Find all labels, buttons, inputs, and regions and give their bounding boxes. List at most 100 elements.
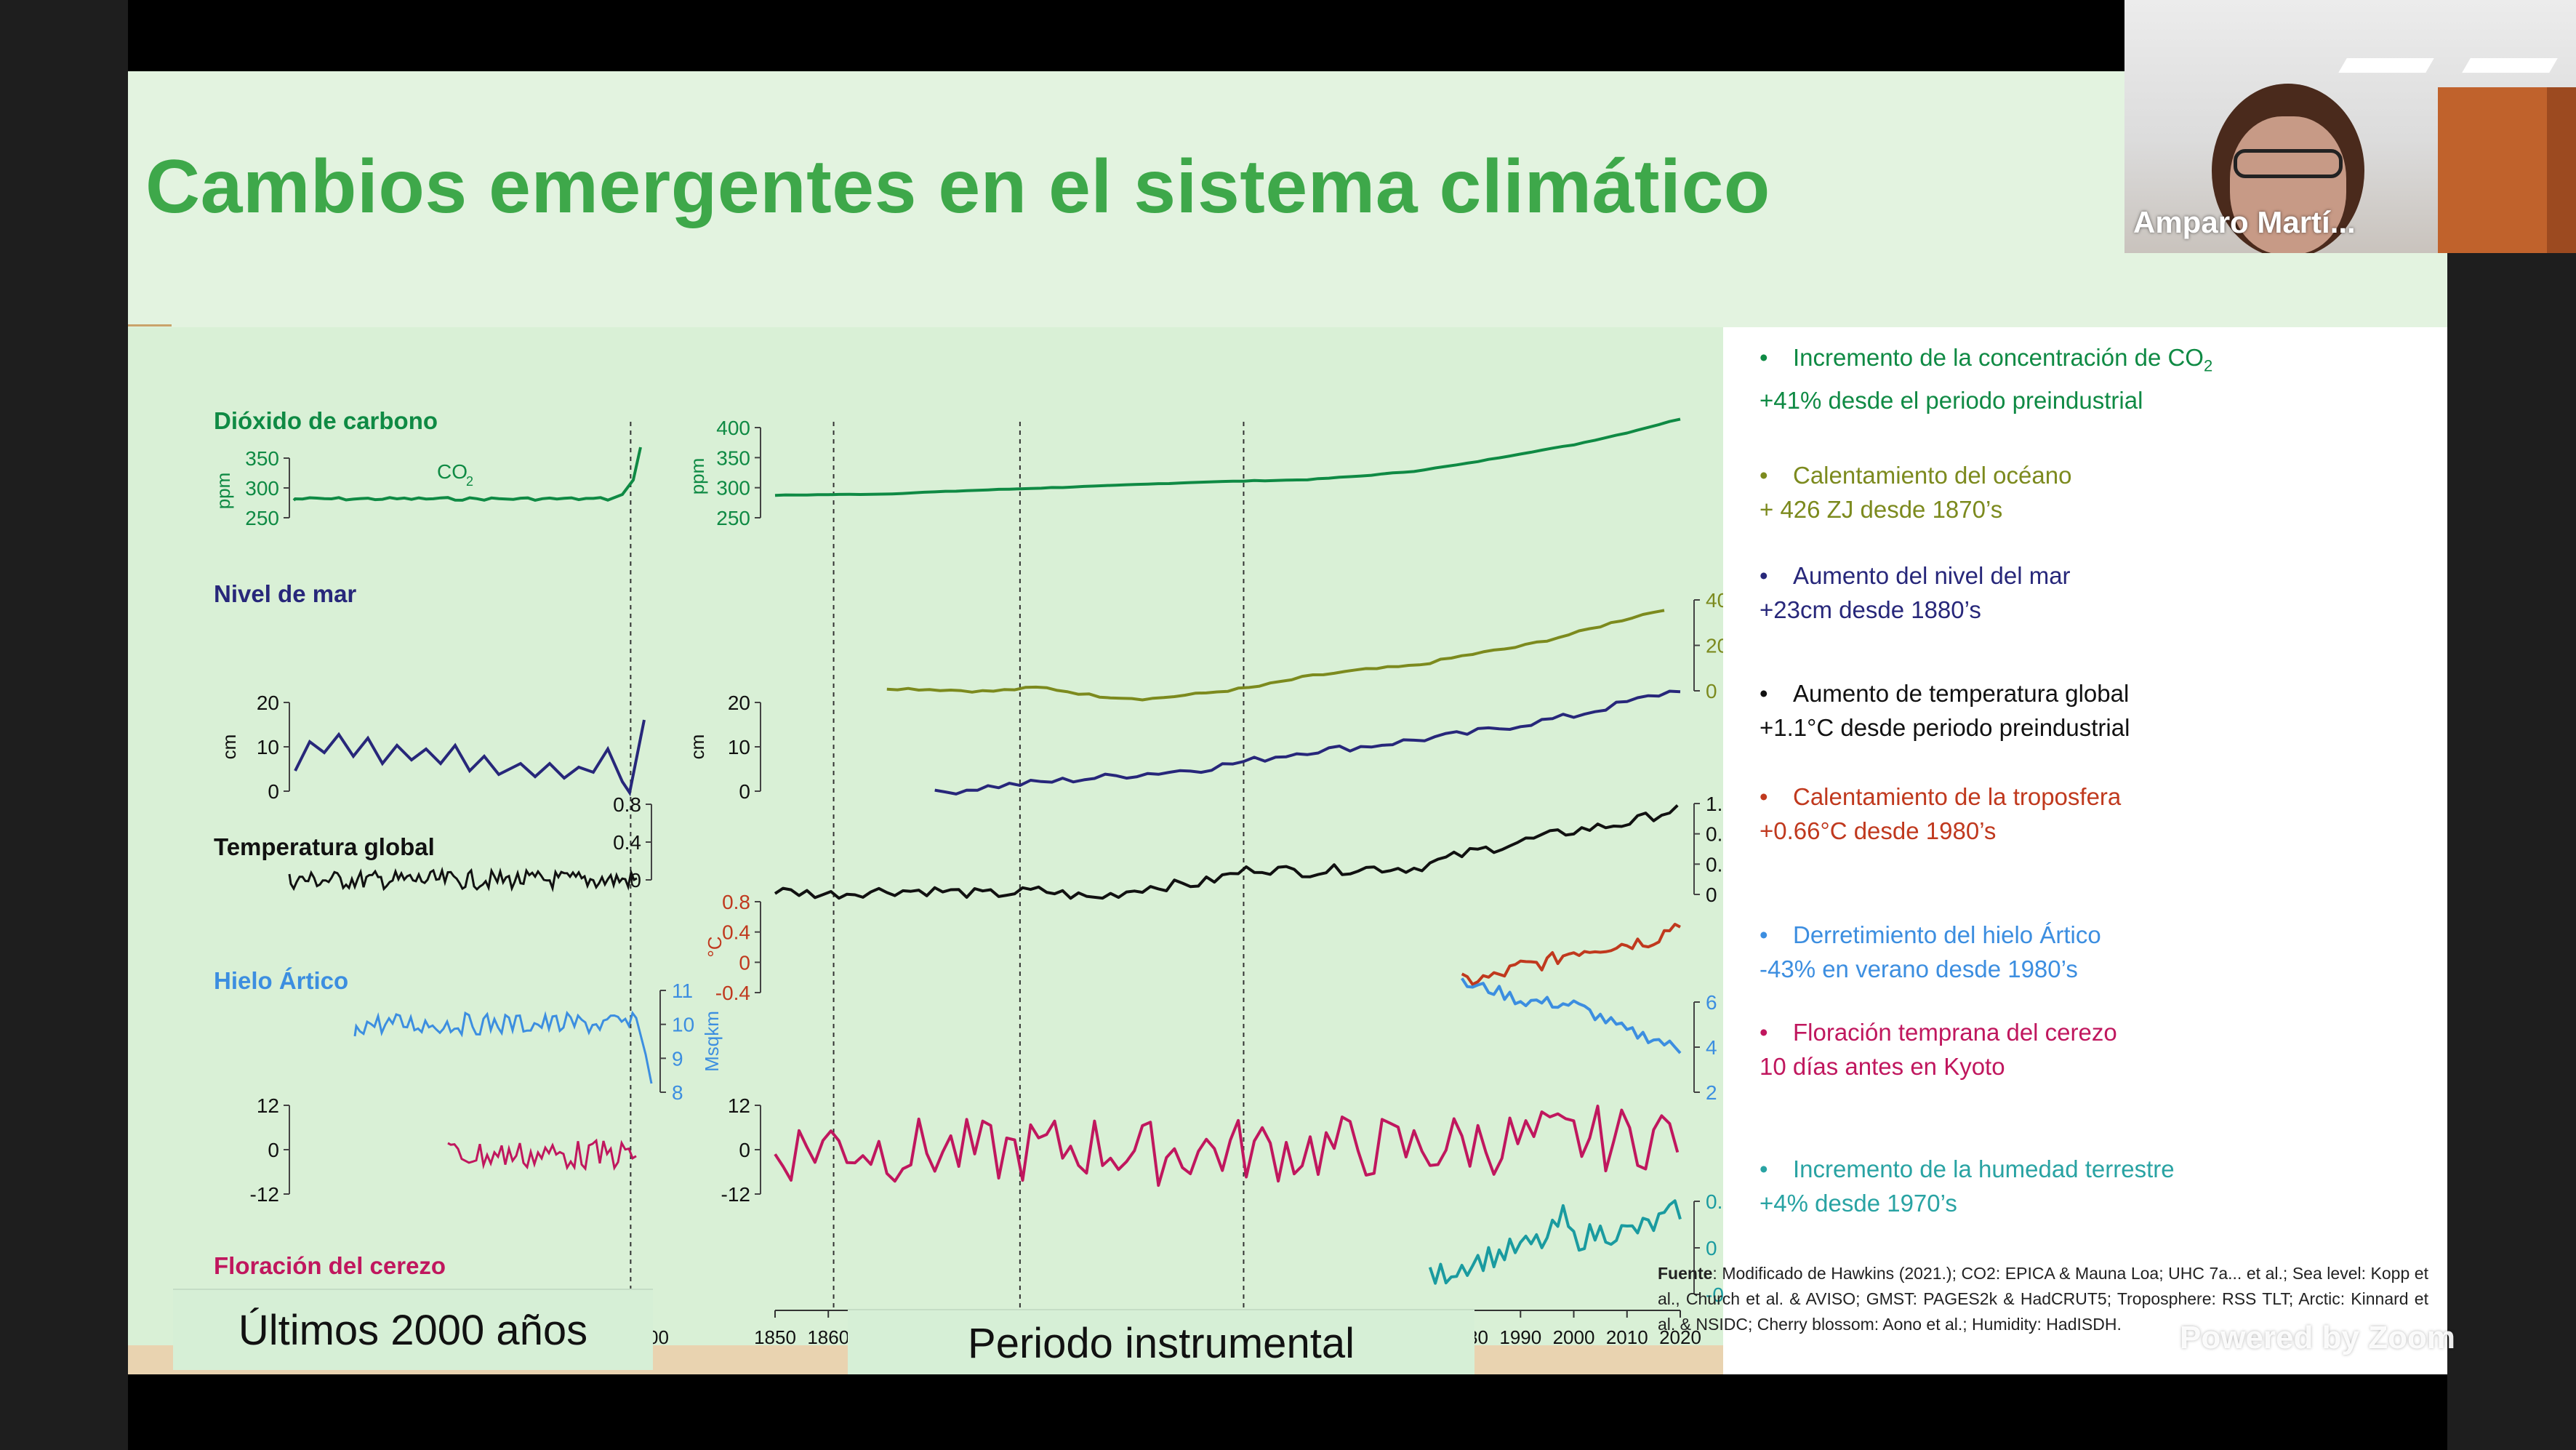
bullet-title: Incremento de la humedad terrestre [1793, 1155, 2175, 1182]
ice-left-unit: Msqkm [701, 1011, 723, 1072]
bullet-line-1: • Aumento del nivel del mar [1760, 558, 2071, 593]
cherry-left-tick-label: 12 [257, 1094, 279, 1117]
slide-title: Cambios emergentes en el sistema climáti… [145, 145, 1770, 229]
co2-panel-label: Dióxido de carbono [214, 407, 438, 434]
bullet-title: Floración temprana del cerezo [1793, 1019, 2117, 1046]
tropo-unit: °C [704, 936, 726, 957]
bullet-subscript: 2 [2203, 356, 2213, 375]
bullet-title: Incremento de la concentración de CO [1793, 344, 2204, 371]
title-rule [128, 324, 172, 327]
ocean-inst-tick-label: 400 [1706, 589, 1723, 612]
temp-panel-label: Temperatura global [214, 833, 435, 860]
participant-name: Amparo Martí... [2133, 205, 2356, 239]
shelf [2438, 87, 2547, 253]
bullet-line-2: +41% desde el periodo preindustrial [1760, 386, 2143, 414]
arctic-ice-line [1461, 977, 1682, 1054]
tropo-inst-tick-label: 0 [739, 951, 750, 974]
sea-inst-tick-label: 0 [739, 780, 750, 803]
bullet-line-1: • Floración temprana del cerezo [1760, 1015, 2117, 1049]
co2-series-sub: 2 [466, 474, 473, 489]
co2-inst-unit: ppm [686, 458, 708, 495]
humidity-inst-tick-label: 0 [1706, 1237, 1717, 1259]
ice-left-tick-label: 11 [672, 980, 693, 1002]
bullet-item: • Calentamiento de la troposfera +0.66°C d… [1760, 780, 2121, 848]
cherry-2000yr-line [447, 1138, 637, 1171]
bullet-dot: • [1760, 562, 1768, 589]
ceiling-light [2338, 58, 2434, 73]
bullet-dot: • [1760, 1155, 1768, 1182]
temp-left-tick-label: 0.4 [613, 831, 641, 854]
participant-face [2230, 116, 2346, 253]
cherry-panel-label: Floración del cerezo [214, 1252, 446, 1279]
bullet-line-1: • Calentamiento de la troposfera [1760, 780, 2121, 814]
instrumental-x-tick-label: 1990 [1499, 1326, 1541, 1348]
source-label: Fuente [1658, 1264, 1713, 1283]
bullet-line-2: +4% desde 1970’s [1760, 1190, 1957, 1217]
bullet-line-1: • Calentamiento del océano [1760, 458, 2071, 492]
temp-inst-tick-label: 0.8 [1706, 823, 1723, 846]
ice-left-tick-label: 8 [672, 1081, 683, 1104]
co2-left-unit: ppm [212, 473, 234, 510]
sea-2000yr-line [294, 719, 646, 797]
bullet-dot: • [1760, 783, 1768, 810]
top-black-bar [128, 0, 2447, 71]
bullet-item: • Calentamiento del océano + 426 ZJ desde … [1760, 458, 2071, 526]
temp-inst-tick-label: 1.2 [1706, 793, 1723, 815]
ceiling-light [2462, 58, 2558, 73]
source-text: Fuente: Modificado de Hawkins (2021.); C… [1658, 1261, 2428, 1337]
sea-inst-tick-label: 10 [728, 736, 750, 758]
shelf-side [2547, 87, 2576, 253]
cherry-inst-tick-label: 0 [739, 1139, 750, 1161]
instrumental-period-label: Periodo instrumental [848, 1309, 1474, 1374]
figure-area [128, 327, 1723, 1374]
tropo-inst-tick-label: 0.4 [722, 921, 750, 944]
bullet-line-1: • Incremento de la humedad terrestre [1760, 1152, 2175, 1186]
ice-left-tick-label: 9 [672, 1047, 683, 1070]
humidity-line [1428, 1199, 1682, 1285]
sea-inst-tick-label: 20 [728, 692, 750, 714]
bullet-title: Aumento de temperatura global [1793, 680, 2130, 707]
bullet-item: • Floración temprana del cerezo 10 días an… [1760, 1015, 2117, 1084]
bullet-title: Calentamiento de la troposfera [1793, 783, 2122, 810]
temp-inst-tick-label: 0 [1706, 884, 1717, 906]
climate-figure: 1850186018701880189019001910192019301940… [212, 407, 1723, 1348]
source-body: : Modificado de Hawkins (2021.); CO2: EP… [1658, 1264, 2428, 1334]
instrumental-x-tick-label: 2010 [1606, 1326, 1648, 1348]
bottom-black-bar [128, 1374, 2447, 1450]
bullet-line-2: +23cm desde 1880’s [1760, 596, 1981, 623]
participant-glasses [2234, 149, 2343, 178]
ocean-inst-tick-label: 200 [1706, 635, 1723, 657]
co2-left-tick-label: 300 [245, 477, 279, 500]
cherry-blossom-line [774, 1105, 1680, 1187]
troposphere-line [1461, 923, 1681, 986]
presentation-slide: Cambios emergentes en el sistema climáti… [128, 71, 2447, 1374]
temp-global-line [774, 804, 1679, 900]
instrumental-x-tick-label: 1850 [754, 1326, 796, 1348]
bullet-line-2: -43% en verano desde 1980’s [1760, 956, 2078, 982]
co2-left-tick-label: 350 [245, 447, 279, 470]
ice-inst-tick-label: 2 [1706, 1081, 1717, 1104]
ice-panel-label: Hielo Ártico [214, 967, 348, 994]
co2-inst-tick-label: 300 [716, 477, 750, 500]
bullet-line-2: +0.66°C desde 1980’s [1760, 817, 1997, 844]
sea-left-tick-label: 0 [268, 780, 279, 803]
ocean-heat-line [886, 609, 1665, 702]
sea-level-line [934, 689, 1681, 796]
sea-inst-unit: cm [686, 734, 708, 760]
bullet-line-1: • Incremento de la concentración de CO2 [1760, 340, 2212, 383]
bullet-line-2: 10 días antes en Kyoto [1760, 1053, 2005, 1080]
temp-inst-tick-label: 0.4 [1706, 853, 1723, 876]
humidity-inst-tick-label: -0.3 [1706, 1283, 1723, 1306]
co2-inst-tick-label: 250 [716, 507, 750, 529]
sea-left-tick-label: 10 [257, 736, 279, 758]
co2-series-label: CO [437, 460, 468, 483]
sea-panel-label: Nivel de mar [214, 580, 356, 607]
bullet-item: • Aumento del nivel del mar +23cm desde 18… [1760, 558, 2071, 627]
bullet-line-2: +1.1°C desde periodo preindustrial [1760, 714, 2130, 741]
ice-inst-tick-label: 6 [1706, 991, 1717, 1014]
tropo-inst-tick-label: -0.4 [715, 982, 750, 1004]
bullets-panel: • Incremento de la concentración de CO2 +4… [1723, 327, 2447, 1374]
bullet-dot: • [1760, 921, 1768, 948]
bullet-item: • Incremento de la humedad terrestre +4% d… [1760, 1152, 2175, 1220]
participant-video-tile[interactable]: Amparo Martí... [2124, 0, 2576, 253]
